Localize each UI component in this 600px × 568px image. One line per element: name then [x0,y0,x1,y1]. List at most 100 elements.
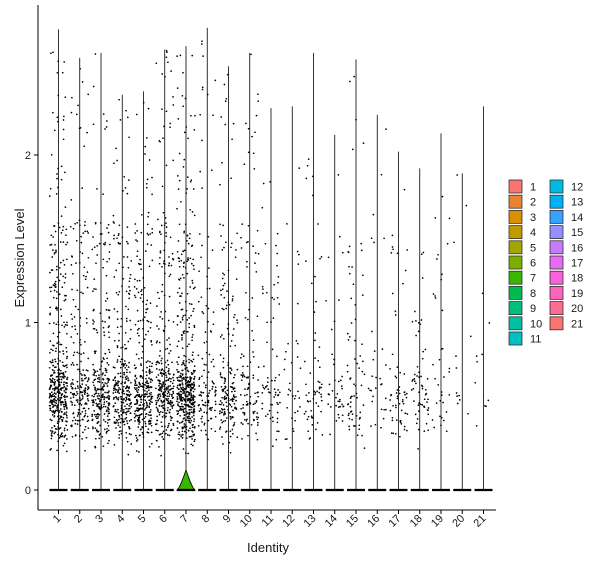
data-point [335,404,337,407]
data-point [176,361,178,363]
data-point [351,418,353,421]
data-point [417,428,420,431]
data-point [51,256,54,258]
data-point [184,452,187,454]
data-point [122,398,125,401]
data-point [439,399,442,402]
data-point [225,304,228,307]
data-point [200,256,202,259]
data-point [92,381,95,384]
data-point [149,302,152,304]
data-point [426,409,429,411]
data-point [104,352,107,355]
data-point [188,361,191,364]
data-point [417,322,420,324]
data-point [209,406,212,409]
data-point [333,363,335,366]
data-point [310,415,313,418]
data-point [410,389,413,391]
data-point [244,316,247,319]
data-point [440,394,443,396]
data-point [176,377,179,379]
data-point [103,398,105,401]
data-point [114,391,117,394]
data-point [181,437,184,439]
data-point [165,110,168,113]
data-point [310,409,313,412]
data-point [192,264,195,267]
data-point [61,361,64,364]
data-point [104,391,106,394]
data-point [112,387,115,390]
data-point [139,297,142,299]
data-point [60,378,63,381]
data-point [234,344,237,347]
data-point [126,411,128,413]
data-point [315,300,317,303]
data-point [121,381,124,383]
data-point [396,397,399,400]
data-point [188,384,191,387]
data-point [335,420,338,422]
data-point [100,405,103,408]
data-point [99,312,102,315]
data-point [437,384,440,386]
data-point [169,343,171,346]
data-point [108,412,111,415]
data-point [93,384,95,387]
data-point [134,420,136,422]
data-point [169,349,172,352]
data-point [338,299,340,301]
data-point [121,358,124,361]
data-point [207,438,210,441]
data-point [127,408,130,410]
data-point [188,411,191,414]
data-point [160,386,163,388]
data-point [134,232,137,234]
data-point [179,414,181,417]
data-point [214,393,217,396]
data-point [149,420,151,422]
data-point [309,400,312,403]
data-point [78,219,81,222]
data-point [177,356,180,359]
data-point [87,93,90,96]
data-point [257,366,260,368]
data-point [311,416,313,419]
data-point [205,433,208,436]
data-point [161,265,163,268]
data-point [146,366,148,369]
data-point [187,399,190,402]
data-point [86,230,89,233]
data-point [347,414,350,417]
data-point [107,391,110,394]
data-point [150,442,153,445]
data-point [81,391,84,394]
data-point [189,421,192,424]
data-point [241,438,243,440]
data-point [136,407,138,409]
data-point [59,241,62,243]
data-point [182,265,185,268]
legend-swatch-2 [508,194,523,209]
data-point [98,378,101,381]
data-point [65,414,68,417]
data-point [104,241,107,244]
data-point [81,438,83,440]
data-point [124,400,127,402]
data-point [117,382,119,384]
data-point [181,316,184,319]
data-point [106,357,109,360]
data-point [415,382,417,385]
data-point [191,339,193,342]
data-point [362,142,365,144]
data-point [74,419,77,421]
data-point [192,423,194,426]
data-point [168,262,171,264]
data-point [102,419,105,421]
data-point [168,389,171,391]
data-point [126,371,128,374]
data-point [270,321,272,323]
data-point [233,387,236,389]
data-point [71,318,74,320]
